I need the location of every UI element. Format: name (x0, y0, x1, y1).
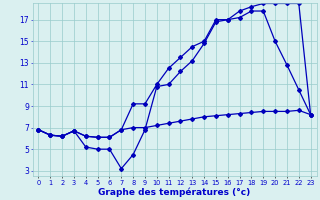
X-axis label: Graphe des températures (°c): Graphe des températures (°c) (99, 187, 251, 197)
